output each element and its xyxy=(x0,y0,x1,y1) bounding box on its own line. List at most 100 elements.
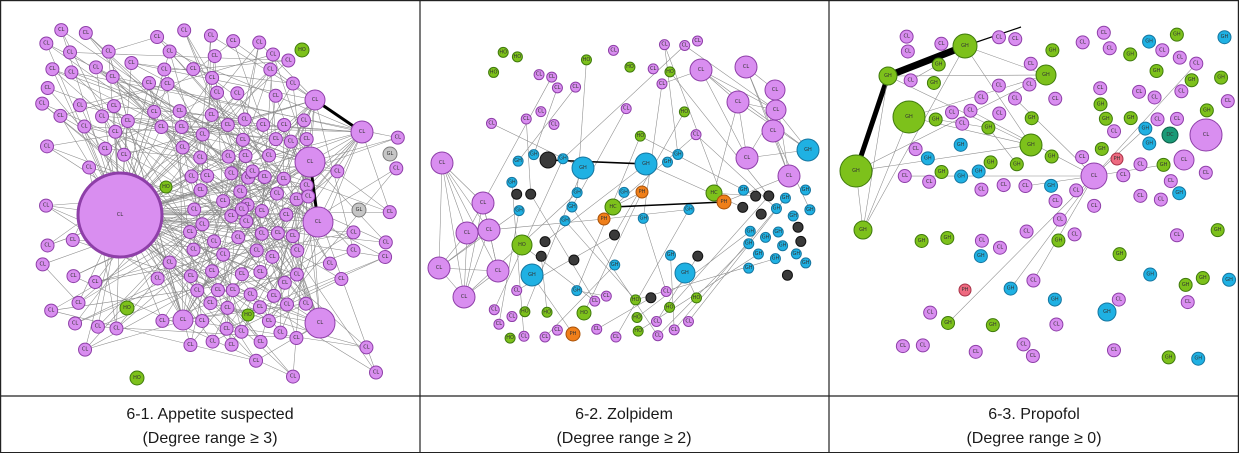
panel-2-node-label-25: PH xyxy=(601,216,608,222)
panel-1-node-label-106: CL xyxy=(301,117,307,123)
panel-2-edge-56 xyxy=(695,134,777,209)
panel-1-node-67 xyxy=(224,208,239,223)
panel-1-node-87 xyxy=(238,149,253,164)
panel-2-node-label-108: GH xyxy=(774,229,782,235)
panel-3-node-label-119: CL xyxy=(926,179,932,185)
panel-3-node-2 xyxy=(952,33,978,59)
panel-2-edge-75 xyxy=(441,162,490,231)
panel-3-node-label-72: GH xyxy=(989,322,997,328)
panel-1-node-label-42: CL xyxy=(43,40,49,46)
panel-3-node-71 xyxy=(974,182,989,197)
panel-1-edge-105 xyxy=(61,29,246,157)
panel-2-edge-20 xyxy=(540,256,548,313)
panel-3-node-40 xyxy=(1096,25,1111,40)
panel-3-node-65 xyxy=(926,75,941,90)
panel-3-node-label-52: CL xyxy=(1159,47,1165,53)
panel-1-edge-243 xyxy=(156,36,319,223)
panel-1-node-115 xyxy=(195,313,210,328)
panel-1-node-148 xyxy=(378,249,393,264)
panel-2-node-86 xyxy=(571,187,583,199)
panel-2-node-label-6: CL xyxy=(744,155,750,161)
panel-3-node-label-47: CL xyxy=(902,173,908,179)
panel-3-node-100 xyxy=(1214,70,1229,85)
panel-1-node-label-38: CL xyxy=(260,122,266,128)
panel-3-node-label-43: CL xyxy=(1177,55,1183,61)
panel-2-node-52 xyxy=(750,190,762,202)
panel-1-node-45 xyxy=(172,104,187,119)
panel-3-node-3 xyxy=(878,66,898,86)
panel-2-edge-55 xyxy=(674,208,777,331)
panel-1-node-10 xyxy=(159,180,173,194)
panel-1-node-122 xyxy=(266,288,281,303)
panel-3-node-label-84: CL xyxy=(920,342,926,348)
panel-2-node-18 xyxy=(571,156,595,180)
panel-3-node-46 xyxy=(1217,30,1232,45)
panel-2-edge-34 xyxy=(688,197,786,322)
panel-3-node-13 xyxy=(853,220,873,240)
panel-1-node-label-83: CL xyxy=(277,330,283,336)
panel-1-node-48 xyxy=(157,62,172,77)
panel-2-node-label-77: CL xyxy=(661,42,667,48)
panel-2-node-78 xyxy=(559,215,571,227)
panel-2-edge-45 xyxy=(525,118,531,195)
panel-3-node-label-18: GH xyxy=(1146,272,1154,278)
panel-1-node-74 xyxy=(270,226,285,241)
panel-1-node-160 xyxy=(98,141,113,156)
panel-3-node-95 xyxy=(1044,178,1059,193)
panel-3-node-label-6: CL xyxy=(1091,173,1097,179)
panel-2-node-19 xyxy=(634,152,658,176)
panel-3-node-0 xyxy=(839,154,873,188)
panel-3-node-101 xyxy=(934,36,949,51)
panel-1-node-label-118: CL xyxy=(200,132,206,138)
panel-2-node-12 xyxy=(477,218,501,242)
panel-1-node-label-65: CL xyxy=(224,326,230,332)
panel-2-node-75 xyxy=(664,301,676,313)
panel-3-node-label-2: GH xyxy=(961,43,969,49)
panel-1-node-68 xyxy=(290,243,305,258)
panel-1-node-111 xyxy=(299,132,314,147)
panel-3-node-label-61: CL xyxy=(1079,154,1085,160)
panel-2-node-label-105: HO xyxy=(514,54,522,60)
panel-1-node-19 xyxy=(203,28,218,43)
panel-1-node-label-114: CL xyxy=(249,168,255,174)
panel-3-node-label-97: GH xyxy=(1203,107,1211,113)
panel-1-node-label-6: CL xyxy=(180,317,186,323)
panel-1-node-label-68: CL xyxy=(294,248,300,254)
panel-3-node-label-42: CL xyxy=(1158,197,1164,203)
panel-2-node-label-11: CL xyxy=(464,230,470,236)
panel-1-node-label-52: CL xyxy=(209,75,215,81)
panel-1-node-label-48: CL xyxy=(161,66,167,72)
panel-1-node-label-144: CL xyxy=(112,129,118,135)
panel-3-edge-13 xyxy=(887,75,1032,146)
panel-1-node-label-110: CL xyxy=(266,318,272,324)
panel-3-node-74 xyxy=(954,169,969,184)
panel-1-node-label-26: CL xyxy=(81,124,87,130)
panel-1-node-label-103: CL xyxy=(288,139,294,145)
panel-2-edge-76 xyxy=(438,162,443,269)
panel-3-node-label-109: GH xyxy=(1145,39,1153,45)
panel-1-node-90 xyxy=(193,183,208,198)
panel-2-node-label-107: CL xyxy=(496,321,502,327)
panel-2-node-26 xyxy=(565,326,581,342)
panel-2-node-88 xyxy=(795,235,807,247)
panel-1-node-131 xyxy=(66,269,81,284)
panel-2-node-label-2: CL xyxy=(735,99,741,105)
panel-3-node-label-21: CL xyxy=(1023,229,1029,235)
panel-2-edge-32 xyxy=(564,220,636,301)
panel-2-node-label-37: CL xyxy=(572,84,578,90)
panel-1-node-label-34: CL xyxy=(285,57,291,63)
panel-1-node-46 xyxy=(252,35,267,50)
panel-2-node-label-60: GH xyxy=(772,256,780,262)
panel-2-node-label-41: CL xyxy=(551,121,557,127)
panel-2-node-10 xyxy=(471,191,495,215)
panel-1-node-113 xyxy=(285,229,300,244)
panel-1-node-81 xyxy=(216,247,231,262)
panel-1-edge-201 xyxy=(42,264,79,304)
panel-3-node-103 xyxy=(1075,35,1090,50)
panel-2-node-label-66: GH xyxy=(664,159,672,165)
panel-2-node-56 xyxy=(799,184,811,196)
panel-3-node-label-39: GH xyxy=(1194,356,1202,362)
panel-1-node-59 xyxy=(262,148,277,163)
panel-2-node-98 xyxy=(609,259,621,271)
panel-2-edge-14 xyxy=(517,86,576,162)
